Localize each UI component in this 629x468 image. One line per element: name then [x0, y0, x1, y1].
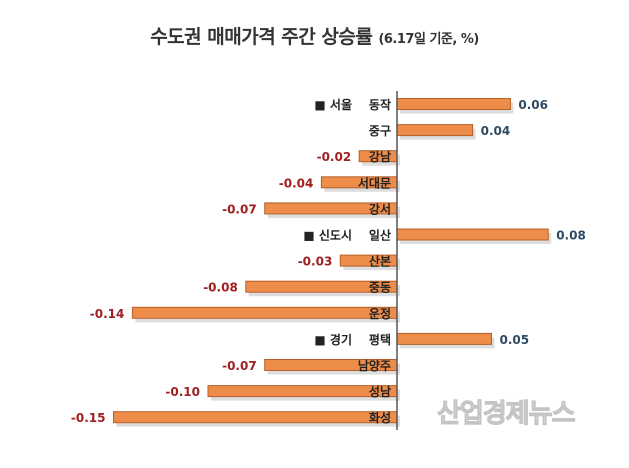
- bar: [396, 98, 511, 110]
- data-label: 0.06: [518, 98, 548, 112]
- data-label: -0.10: [165, 385, 200, 399]
- category-label: 서대문: [358, 175, 391, 190]
- bar: [113, 411, 398, 424]
- data-label: -0.15: [71, 411, 106, 425]
- data-label: -0.07: [222, 202, 257, 216]
- category-label: 산본: [369, 254, 391, 269]
- chart-title: 수도권 매매가격 주간 상승률 (6.17일 기준, %): [0, 22, 629, 49]
- category-label: 평택: [369, 332, 391, 347]
- data-label: -0.04: [279, 176, 314, 190]
- category-label: 중동: [369, 281, 391, 295]
- data-label: -0.02: [317, 150, 352, 164]
- category-label: 강서: [369, 201, 391, 216]
- category-label: 성남: [369, 384, 391, 399]
- data-label: -0.07: [222, 359, 257, 373]
- bar: [396, 332, 492, 345]
- data-label: -0.08: [203, 281, 238, 295]
- bar: [131, 306, 398, 319]
- bar: [396, 124, 474, 137]
- category-label: 일산: [369, 228, 391, 243]
- category-label: 강남: [369, 149, 391, 164]
- category-label: 화성: [369, 410, 391, 425]
- bar: [396, 228, 549, 241]
- category-label: 운정: [369, 306, 391, 321]
- data-label: 0.05: [500, 333, 530, 347]
- watermark-logo: 산업경제뉴스: [437, 399, 577, 430]
- title-text: 수도권 매매가격 주간 상승률: [150, 26, 373, 48]
- group-label: ■ 서울: [314, 97, 352, 112]
- data-label: -0.14: [90, 307, 125, 321]
- group-label: ■ 신도시: [303, 228, 352, 243]
- data-label: -0.03: [298, 255, 333, 269]
- category-label: 남양주: [358, 358, 391, 373]
- category-label: 동작: [369, 97, 391, 112]
- group-label: ■ 경기: [314, 332, 352, 347]
- data-label: 0.08: [556, 229, 586, 243]
- data-label: 0.04: [481, 124, 511, 138]
- chart-subtitle: (6.17일 기준, %): [378, 32, 479, 47]
- category-label: 중구: [369, 124, 391, 138]
